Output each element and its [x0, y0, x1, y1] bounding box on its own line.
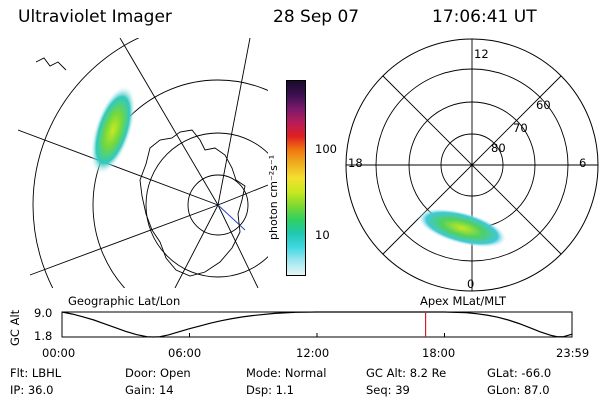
- info-dsp: Dsp: 1.1: [246, 383, 294, 397]
- colorbar-tick-10: 10: [315, 228, 330, 242]
- info-seq: Seq: 39: [366, 383, 410, 397]
- mlt-label-18: 18: [348, 156, 363, 170]
- info-mode: Mode: Normal: [246, 366, 327, 380]
- xtick-label-4: 23:59: [556, 346, 590, 360]
- colorbar: [286, 80, 306, 276]
- ytick-label-9: 9.0: [34, 306, 53, 320]
- xtick-label-3: 18:00: [422, 346, 456, 360]
- xtick-label-1: 06:00: [168, 346, 202, 360]
- colorbar-tick-100: 100: [315, 142, 337, 156]
- mlat-label-60: 60: [536, 98, 551, 112]
- geo-grid: [18, 38, 268, 288]
- info-glat: GLat: -66.0: [487, 366, 552, 380]
- mlt-label-12: 12: [474, 47, 489, 61]
- xtick-label-2: 12:00: [296, 346, 330, 360]
- info-filter: Flt: LBHL: [10, 366, 62, 380]
- info-gain: Gain: 14: [125, 383, 174, 397]
- info-glon: GLon: 87.0: [487, 383, 550, 397]
- mlat-label-80: 80: [491, 141, 506, 155]
- header-time: 17:06:41 UT: [432, 7, 537, 27]
- xtick-label-0: 00:00: [42, 346, 76, 360]
- ytick-label-1-8: 1.8: [34, 329, 53, 343]
- header-date: 28 Sep 07: [273, 7, 360, 27]
- info-ip: IP: 36.0: [10, 383, 54, 397]
- altitude-series-line: [61, 311, 573, 338]
- chart-ylabel: GC Alt: [8, 309, 22, 346]
- info-door: Door: Open: [125, 366, 191, 380]
- left-panel-caption: Geographic Lat/Lon: [68, 294, 181, 308]
- mlat-label-70: 70: [513, 121, 528, 135]
- mlt-label-6: 6: [579, 156, 587, 170]
- info-gc-alt: GC Alt: 8.2 Re: [366, 366, 447, 380]
- right-panel-caption: Apex MLat/MLT: [420, 294, 507, 308]
- mlt-label-0: 0: [467, 277, 475, 291]
- polar-grid: [345, 38, 599, 292]
- page-title: Ultraviolet Imager: [18, 7, 172, 27]
